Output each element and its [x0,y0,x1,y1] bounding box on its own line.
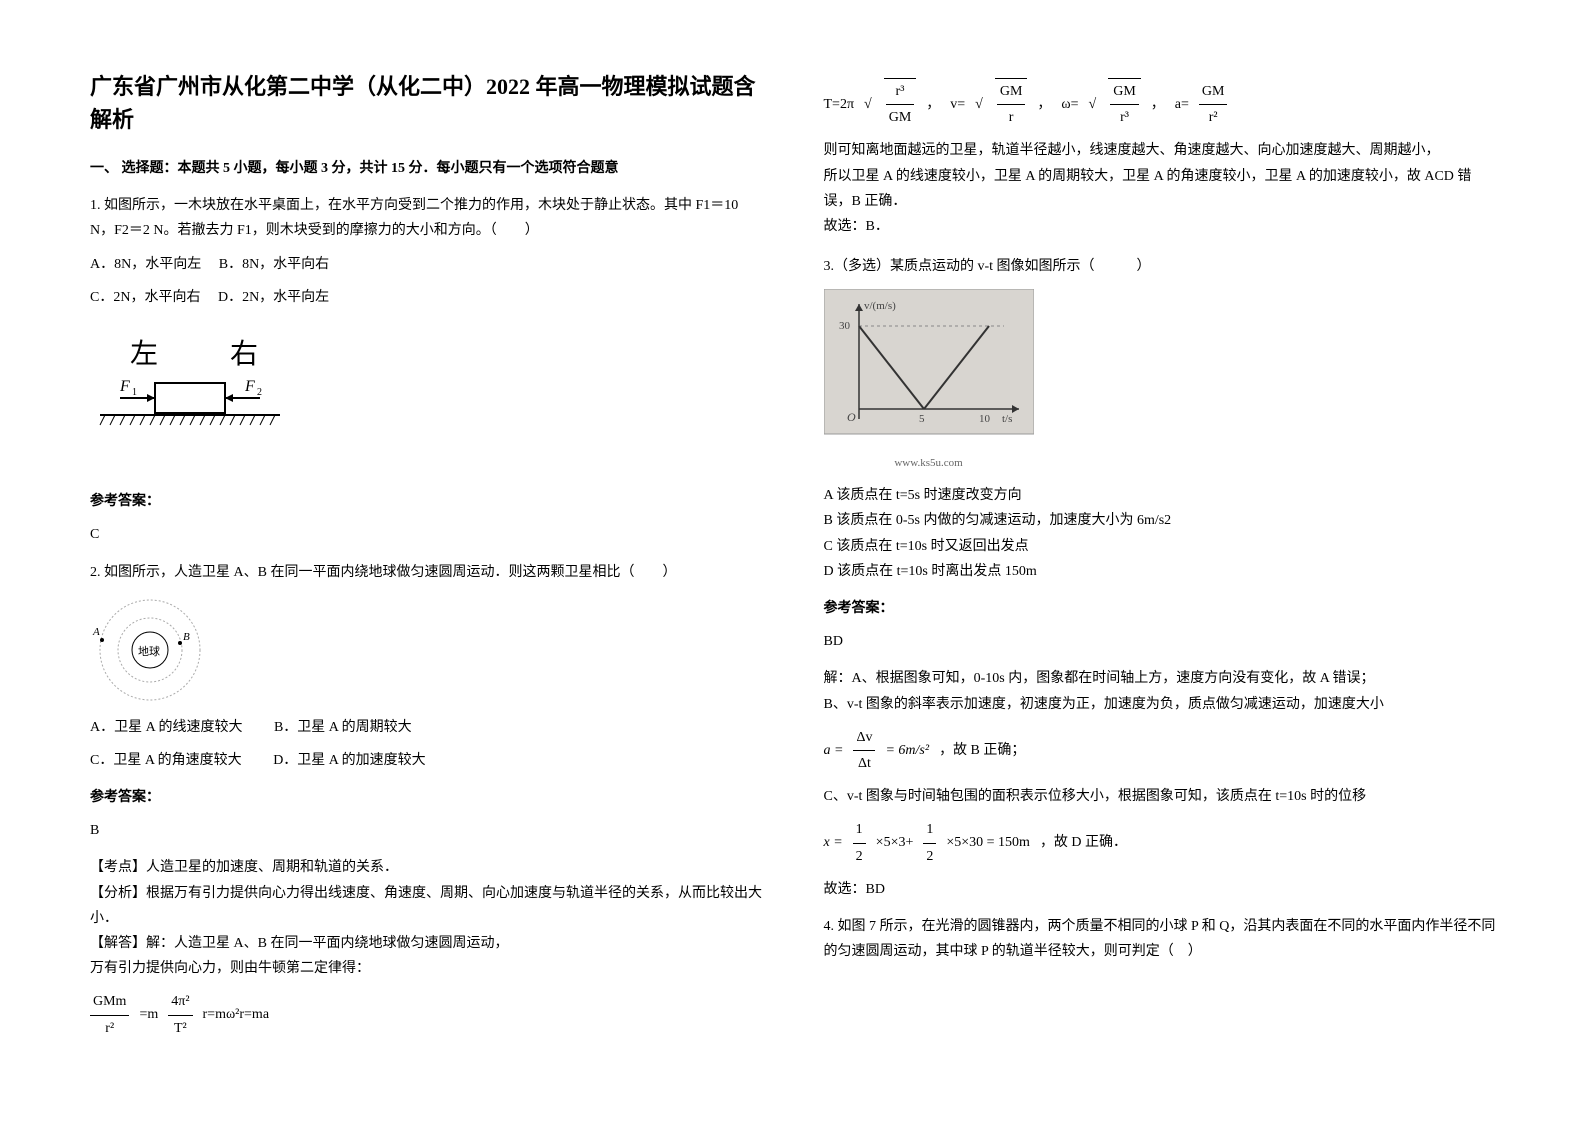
graph-caption: www.ks5u.com [824,454,1034,474]
question-1: 1. 如图所示，一木块放在水平桌面上，在水平方向受到二个推力的作用，木块处于静止… [90,193,764,547]
q1-answer: C [90,522,764,547]
earth-label: 地球 [138,644,160,658]
left-char: 左 [130,338,158,370]
answer-label: 参考答案： [90,489,764,514]
answer-label: 参考答案： [90,785,764,810]
q2-opt-b: B．卫星 A 的周期较大 [274,720,412,735]
origin: O [847,410,856,424]
q2-answer: B [90,818,764,843]
sat-b-label: B [183,631,190,643]
question-4: 4. 如图 7 所示，在光滑的圆锥器内，两个质量不相同的小球 P 和 Q，沿其内… [824,914,1498,964]
right-column: T=2π√r³GM ， v=√GMr ， ω=√GMr³ ， a=GMr² 则可… [824,70,1498,1053]
q3-opt-d: D 该质点在 t=10s 时离出发点 150m [824,559,1498,584]
q2-opt-c: C．卫星 A 的角速度较大 [90,753,242,768]
y-val: 30 [839,320,851,332]
q1-options-row1: A．8N，水平向左 B．8N，水平向右 [90,252,764,277]
x-10: 10 [979,413,991,425]
sat-b-dot [178,641,182,645]
sat-a-dot [100,638,104,642]
f2-label: F [244,378,255,395]
analysis-method: 【分析】根据万有引力提供向心力得出线速度、角速度、周期、向心加速度与轨道半径的关… [90,881,764,931]
q2-formula1: GMmr² =m 4π²T² r=mω²r=ma [90,989,764,1040]
right-char: 右 [230,338,258,370]
question-text: 2. 如图所示，人造卫星 A、B 在同一平面内绕地球做匀速圆周运动．则这两颗卫星… [90,560,764,585]
sat-a-label: A [92,626,100,638]
analysis-solve2: 万有引力提供向心力，则由牛顿第二定律得： [90,956,764,981]
q2-conclusion3: 故选：B． [824,214,1498,239]
question-text: 4. 如图 7 所示，在光滑的圆锥器内，两个质量不相同的小球 P 和 Q，沿其内… [824,914,1498,964]
q2-formula2: T=2π√r³GM ， v=√GMr ， ω=√GMr³ ， a=GMr² [824,78,1498,130]
hatching [100,415,275,425]
q1-opt-a: A．8N，水平向左 [90,257,201,272]
question-text: 1. 如图所示，一木块放在水平桌面上，在水平方向受到二个推力的作用，木块处于静止… [90,193,764,243]
block-rect [155,383,225,413]
q2-diagram: 地球 A B [90,595,210,705]
left-column: 广东省广州市从化第二中学（从化二中）2022 年高一物理模拟试题含解析 一、 选… [90,70,764,1053]
y-label: v/(m/s) [864,300,896,312]
q3-conclusion: 故选：BD [824,877,1498,902]
q3-solve3: C、v-t 图象与时间轴包围的面积表示位移大小，根据图象可知，该质点在 t=10… [824,784,1498,809]
q3-opt-c: C 该质点在 t=10s 时又返回出发点 [824,534,1498,559]
q3-answer: BD [824,629,1498,654]
analysis-point: 【考点】人造卫星的加速度、周期和轨道的关系． [90,855,764,880]
q3-formula-x: x = 12 ×5×3+ 12 ×5×30 = 150m ，故 D 正确． [824,817,1498,868]
answer-label: 参考答案： [824,596,1498,621]
q1-options-row2: C．2N，水平向右 D．2N，水平向左 [90,285,764,310]
f1-label: F [119,378,130,395]
q2-conclusion1: 则可知离地面越远的卫星，轨道半径越小，线速度越大、角速度越大、向心加速度越大、周… [824,138,1498,163]
q1-opt-d: D．2N，水平向左 [218,290,329,305]
x-5: 5 [919,413,925,425]
question-3: 3.（多选）某质点运动的 v-t 图像如图所示（ ） v/(m/s) 30 5 … [824,254,1498,902]
analysis-solve: 【解答】解：人造卫星 A、B 在同一平面内绕地球做匀速圆周运动， [90,931,764,956]
q1-diagram: 左 右 F 1 F 2 [90,333,290,462]
q3-solve1: 解：A、根据图象可知，0-10s 内，图象都在时间轴上方，速度方向没有变化，故 … [824,666,1498,691]
q3-solve2: B、v-t 图象的斜率表示加速度，初速度为正，加速度为负，质点做匀减速运动，加速… [824,692,1498,717]
x-label: t/s [1002,413,1012,425]
document-title: 广东省广州市从化第二中学（从化二中）2022 年高一物理模拟试题含解析 [90,70,764,136]
svg-text:1: 1 [132,387,137,398]
q3-opt-a: A 该质点在 t=5s 时速度改变方向 [824,483,1498,508]
q3-opt-b: B 该质点在 0-5s 内做的匀减速运动，加速度大小为 6m/s2 [824,508,1498,533]
question-text: 3.（多选）某质点运动的 v-t 图像如图所示（ ） [824,254,1498,279]
q2-opt-a: A．卫星 A 的线速度较大 [90,720,242,735]
q3-graph: v/(m/s) 30 5 10 t/s O www.ks5u.com [824,289,1498,473]
q2-opt-d: D．卫星 A 的加速度较大 [273,753,425,768]
section-header: 一、 选择题：本题共 5 小题，每小题 3 分，共计 15 分．每小题只有一个选… [90,156,764,181]
q2-options-row1: A．卫星 A 的线速度较大 B．卫星 A 的周期较大 [90,715,764,740]
q2-options-row2: C．卫星 A 的角速度较大 D．卫星 A 的加速度较大 [90,748,764,773]
q2-conclusion2: 所以卫星 A 的线速度较小，卫星 A 的周期较大，卫星 A 的角速度较小，卫星 … [824,164,1498,214]
q1-opt-c: C．2N，水平向右 [90,290,200,305]
q1-opt-b: B．8N，水平向右 [219,257,329,272]
svg-text:2: 2 [257,387,262,398]
question-2: 2. 如图所示，人造卫星 A、B 在同一平面内绕地球做匀速圆周运动．则这两颗卫星… [90,560,764,1041]
q3-formula-a: a = ΔvΔt = 6m/s² ，故 B 正确； [824,725,1498,776]
